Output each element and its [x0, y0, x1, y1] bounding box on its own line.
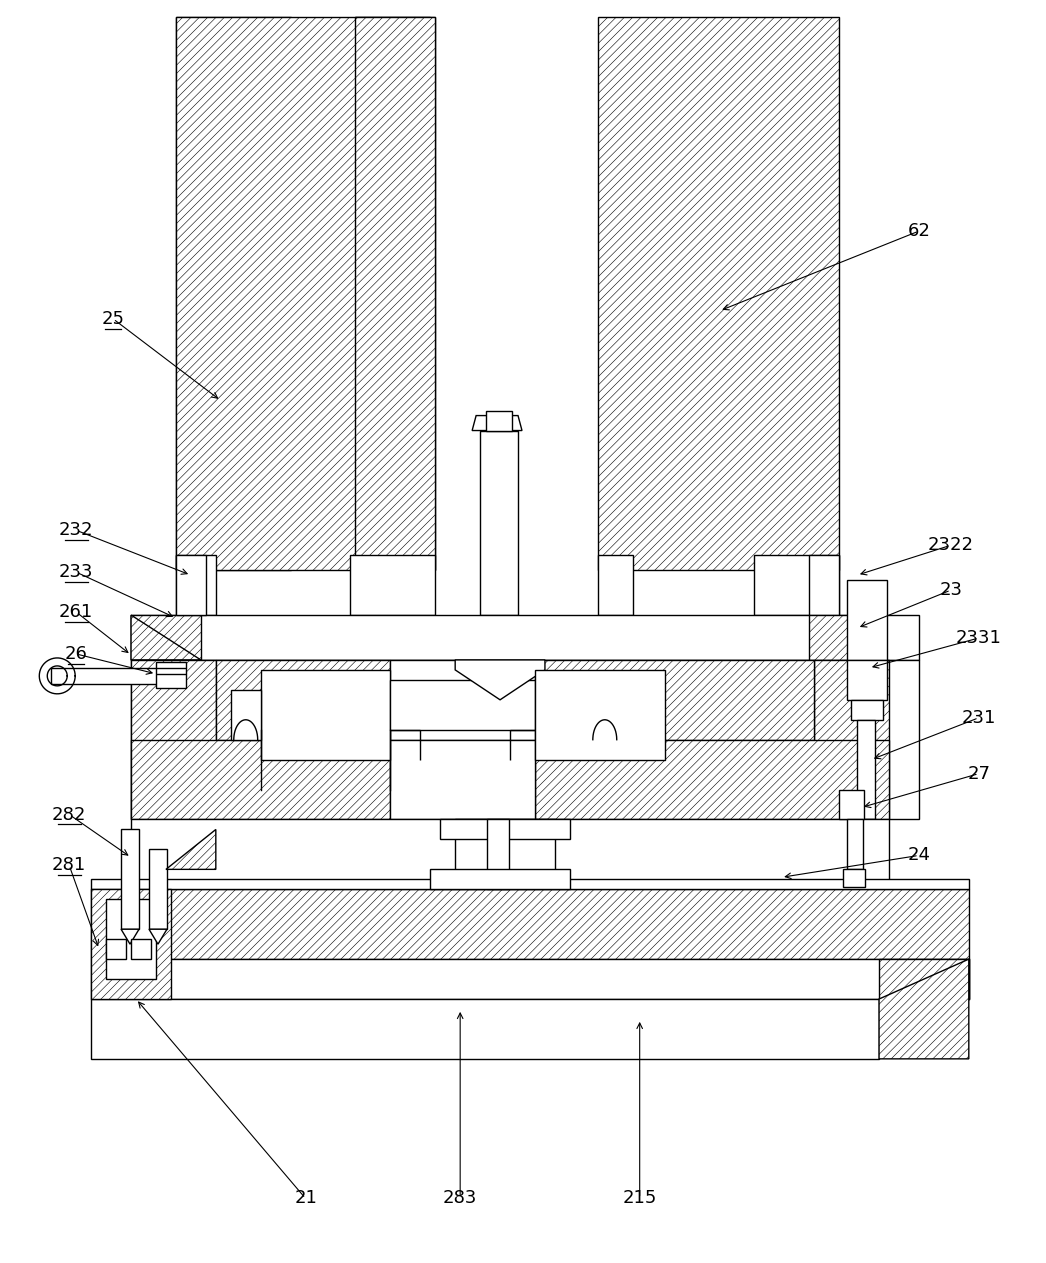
Bar	[480, 431, 518, 615]
Bar	[814, 661, 889, 820]
Text: 26: 26	[65, 645, 88, 663]
Bar	[260, 669, 390, 759]
Bar	[176, 556, 206, 615]
Text: 2331: 2331	[956, 629, 1002, 647]
Text: 281: 281	[52, 856, 87, 874]
Text: 21: 21	[294, 1190, 317, 1207]
Text: 2322: 2322	[928, 537, 974, 554]
Bar	[176, 16, 291, 570]
Bar	[91, 889, 969, 959]
Bar	[131, 820, 889, 889]
Polygon shape	[149, 930, 167, 945]
Bar	[590, 690, 619, 740]
Bar	[131, 661, 215, 820]
Bar	[91, 889, 170, 999]
Bar	[851, 700, 883, 720]
Text: 25: 25	[101, 309, 124, 328]
Bar	[51, 668, 181, 683]
Text: 283: 283	[442, 1190, 477, 1207]
Text: 232: 232	[59, 522, 93, 539]
Bar	[857, 720, 876, 820]
Text: 27: 27	[968, 764, 991, 783]
Text: 282: 282	[52, 806, 87, 823]
Bar	[131, 615, 919, 661]
Bar	[176, 556, 215, 615]
Bar	[598, 556, 633, 615]
Text: 215: 215	[622, 1190, 657, 1207]
Bar	[440, 820, 570, 840]
Bar	[839, 789, 864, 820]
Bar	[91, 959, 969, 999]
Bar	[131, 940, 151, 959]
Bar	[350, 556, 435, 615]
Bar	[754, 556, 839, 615]
Bar	[486, 410, 513, 431]
Text: 261: 261	[59, 602, 93, 621]
Bar	[231, 690, 260, 740]
Bar	[535, 669, 664, 759]
Bar	[390, 661, 535, 740]
Bar	[131, 661, 919, 820]
Bar	[91, 879, 969, 889]
Bar	[106, 940, 127, 959]
Text: 23: 23	[939, 581, 962, 599]
Polygon shape	[131, 615, 201, 661]
Bar	[390, 679, 535, 730]
Bar	[843, 869, 865, 888]
Polygon shape	[166, 830, 215, 869]
Bar	[847, 820, 863, 869]
Bar	[356, 16, 435, 570]
Bar	[598, 16, 839, 570]
Polygon shape	[455, 661, 545, 700]
Bar	[91, 999, 879, 1058]
Text: 231: 231	[961, 709, 996, 726]
Bar	[156, 662, 186, 688]
Polygon shape	[879, 959, 969, 1058]
Polygon shape	[121, 930, 139, 945]
Bar	[855, 840, 879, 859]
Bar	[810, 556, 839, 615]
Text: 233: 233	[59, 563, 93, 581]
Bar	[356, 16, 435, 570]
Bar	[131, 740, 390, 820]
Text: 24: 24	[908, 846, 931, 864]
Bar	[149, 850, 167, 930]
Bar	[847, 661, 887, 700]
Polygon shape	[472, 416, 522, 431]
Polygon shape	[879, 959, 969, 999]
Bar	[535, 740, 889, 820]
Bar	[430, 869, 570, 889]
Bar	[535, 661, 814, 740]
Bar	[176, 16, 430, 570]
Bar	[487, 820, 509, 889]
Bar	[215, 661, 390, 740]
Polygon shape	[857, 820, 876, 835]
Bar	[455, 820, 555, 889]
Text: 62: 62	[908, 222, 930, 240]
Polygon shape	[810, 615, 869, 661]
Bar	[390, 740, 535, 820]
Bar	[847, 580, 887, 661]
Polygon shape	[131, 615, 201, 661]
Bar	[106, 899, 156, 979]
Bar	[121, 830, 139, 930]
